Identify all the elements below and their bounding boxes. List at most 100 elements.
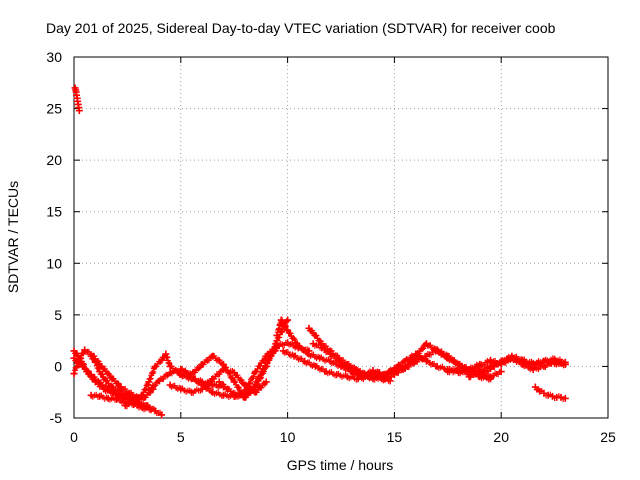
data-point xyxy=(311,362,319,370)
series-pass-9 xyxy=(166,365,270,396)
data-point xyxy=(390,368,398,376)
y-tick-label: 10 xyxy=(46,255,62,271)
data-point xyxy=(104,394,112,402)
data-point xyxy=(166,362,174,370)
y-tick-label: 0 xyxy=(54,358,62,374)
data-point xyxy=(333,371,341,379)
data-point xyxy=(311,331,319,339)
data-point xyxy=(540,362,548,370)
data-point xyxy=(220,391,228,399)
data-point xyxy=(74,357,82,365)
data-point xyxy=(158,356,166,364)
data-point xyxy=(380,375,388,383)
series-pass-6 xyxy=(71,84,83,115)
data-point xyxy=(230,378,238,386)
data-point xyxy=(536,387,544,395)
data-point xyxy=(115,387,123,395)
data-point xyxy=(81,346,89,354)
data-point xyxy=(544,391,552,399)
data-point xyxy=(497,357,505,365)
y-tick-label: 25 xyxy=(46,101,62,117)
data-point xyxy=(258,368,266,376)
data-point xyxy=(309,340,317,348)
data-point xyxy=(301,357,309,365)
data-point xyxy=(104,385,112,393)
series-pass-21 xyxy=(476,354,569,379)
data-point xyxy=(215,378,223,386)
data-point xyxy=(294,342,302,350)
data-point xyxy=(162,350,170,358)
data-point xyxy=(275,342,283,350)
data-point xyxy=(151,362,159,370)
data-point xyxy=(412,357,420,365)
axis-ticks: 0 5 10 15 20 25 -5 0 5 10 15 20 25 30 xyxy=(46,49,616,445)
data-point xyxy=(284,339,292,347)
data-point xyxy=(561,360,569,368)
data-point xyxy=(476,371,484,379)
x-tick-label: 20 xyxy=(493,429,509,445)
data-point xyxy=(96,379,104,387)
data-point xyxy=(230,369,238,377)
data-point xyxy=(322,368,330,376)
data-point xyxy=(87,371,95,379)
data-point xyxy=(177,366,185,374)
data-point xyxy=(316,354,324,362)
data-point xyxy=(519,360,527,368)
data-point xyxy=(433,346,441,354)
data-point xyxy=(198,360,206,368)
data-point xyxy=(540,389,548,397)
data-point xyxy=(279,347,287,355)
data-point xyxy=(267,352,275,360)
data-point xyxy=(232,391,240,399)
data-point xyxy=(70,370,78,378)
data-point xyxy=(548,392,556,400)
x-tick-label: 5 xyxy=(177,429,185,445)
data-point xyxy=(531,383,539,391)
data-point xyxy=(75,107,83,115)
data-point xyxy=(220,360,228,368)
data-point xyxy=(241,381,249,389)
x-tick-label: 15 xyxy=(387,429,403,445)
data-point xyxy=(561,394,569,402)
x-tick-label: 0 xyxy=(70,429,78,445)
y-tick-label: 15 xyxy=(46,204,62,220)
data-point xyxy=(209,388,217,396)
data-point xyxy=(422,352,430,360)
data-point xyxy=(96,368,104,376)
data-point xyxy=(497,368,505,376)
data-point xyxy=(422,340,430,348)
series-pass-4 xyxy=(87,352,157,403)
data-point xyxy=(198,385,206,393)
x-tick-label: 10 xyxy=(280,429,296,445)
data-point xyxy=(487,356,495,364)
data-point xyxy=(187,371,195,379)
data-point xyxy=(465,373,473,381)
data-point xyxy=(145,378,153,386)
data-point xyxy=(487,364,495,372)
data-point xyxy=(508,354,516,362)
series-pass-22 xyxy=(531,383,569,403)
data-point xyxy=(326,357,334,365)
data-point xyxy=(70,347,78,355)
y-tick-label: 20 xyxy=(46,152,62,168)
data-point xyxy=(262,378,270,386)
data-point xyxy=(102,377,110,385)
data-point xyxy=(158,411,166,419)
data-point xyxy=(358,373,366,381)
data-point xyxy=(273,331,281,339)
data-point xyxy=(305,350,313,358)
y-tick-label: 5 xyxy=(54,307,62,323)
data-point xyxy=(187,388,195,396)
data-point xyxy=(138,391,146,399)
data-point xyxy=(241,393,249,401)
data-point xyxy=(369,367,377,375)
data-point xyxy=(348,368,356,376)
data-point xyxy=(130,399,138,407)
series-pass-18 xyxy=(390,346,495,383)
y-axis-label: SDTVAR / TECUs xyxy=(5,181,21,293)
data-point xyxy=(444,368,452,376)
data-point xyxy=(305,324,313,332)
data-point xyxy=(326,350,334,358)
